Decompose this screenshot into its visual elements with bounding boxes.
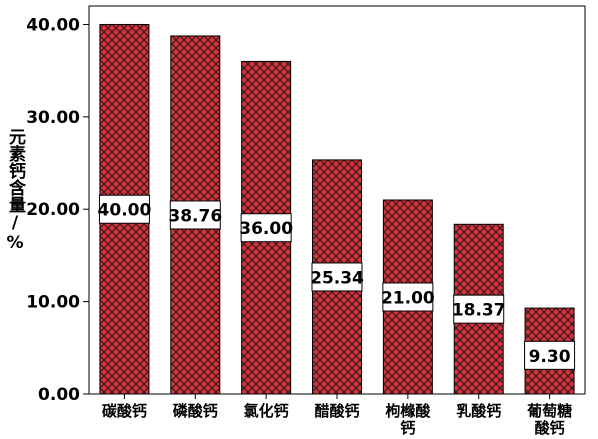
y-tick-label: 30.00 [26, 108, 80, 128]
data-label: 9.30 [529, 347, 571, 367]
y-tick-label: 40.00 [26, 15, 80, 35]
x-tick-label: 氯化钙 [244, 402, 289, 420]
y-tick-label: 20.00 [26, 200, 80, 220]
x-tick-label: 醋酸钙 [314, 402, 359, 420]
data-label-box [382, 282, 434, 312]
data-label: 18.37 [452, 301, 506, 321]
x-tick-label: 葡萄糖 [526, 402, 572, 420]
data-label: 21.00 [381, 289, 435, 309]
data-label-box [311, 262, 363, 292]
x-tick-label: 枸橼酸 [385, 402, 431, 420]
data-label: 36.00 [239, 219, 293, 239]
data-label-box [524, 340, 576, 370]
x-tick-label: 酸钙 [535, 419, 565, 437]
y-axis-title: 元素钙含量/% [5, 128, 25, 253]
data-label: 40.00 [98, 201, 152, 221]
x-tick-label: 磷酸钙 [173, 402, 218, 420]
x-tick-label: 碳酸钙 [102, 402, 147, 420]
y-tick-label: 0.00 [38, 385, 80, 405]
data-label-box [169, 200, 221, 230]
data-label-box [98, 194, 150, 224]
data-label: 38.76 [168, 206, 222, 226]
data-label-box [240, 213, 292, 243]
x-tick-label: 钙 [400, 419, 415, 437]
data-label-box [453, 294, 505, 324]
x-tick-label: 乳酸钙 [456, 402, 501, 420]
data-label: 25.34 [310, 268, 364, 288]
y-tick-label: 10.00 [26, 293, 80, 313]
